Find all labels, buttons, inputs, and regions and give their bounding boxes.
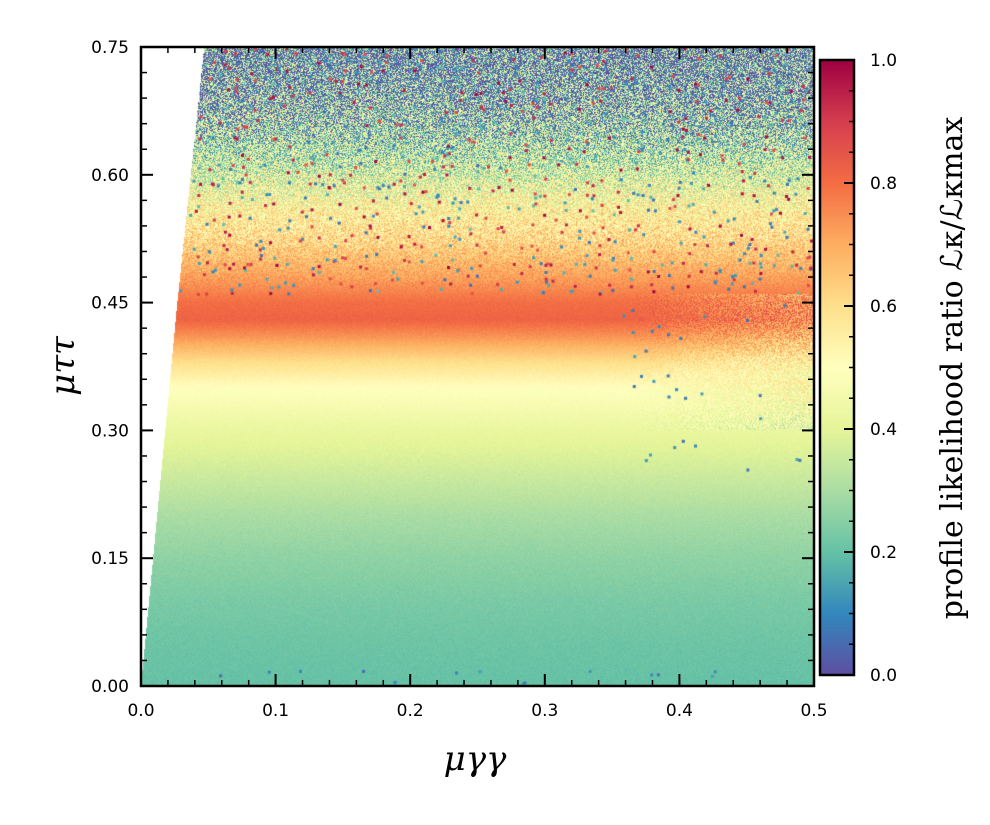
y-tick-labels: 0.00 0.15 0.30 0.45 0.60 0.75 — [91, 38, 129, 697]
colorbar-tick-label: 0.2 — [870, 543, 897, 563]
x-tick-label: 0.0 — [127, 701, 154, 721]
main-ticks — [140, 46, 815, 687]
colorbar-tick-label: 0.6 — [870, 297, 897, 317]
x-tick-label: 0.4 — [666, 701, 693, 721]
x-axis-title: μγγ — [444, 739, 507, 779]
x-tick-label: 0.5 — [800, 701, 827, 721]
y-tick-label: 0.60 — [91, 166, 129, 186]
y-tick-label: 0.45 — [91, 294, 129, 314]
colorbar-tick-label: 0.0 — [870, 666, 897, 686]
x-tick-labels: 0.0 0.1 0.2 0.3 0.4 0.5 — [127, 701, 827, 721]
x-tick-label: 0.1 — [262, 701, 289, 721]
colorbar-title: profile likelihood ratio ℒκ/ℒκmax — [935, 117, 970, 620]
y-tick-label: 0.15 — [91, 549, 129, 569]
plot-frame — [139, 45, 816, 688]
y-axis-title: μττ — [43, 335, 83, 396]
y-tick-label: 0.30 — [91, 421, 129, 441]
colorbar-ticks — [844, 59, 854, 676]
x-tick-label: 0.3 — [531, 701, 558, 721]
heatmap-scatter-canvas — [141, 47, 814, 686]
colorbar-frame — [818, 58, 856, 677]
colorbar-gradient — [820, 60, 854, 675]
colorbar-tick-labels: 0.0 0.2 0.4 0.6 0.8 1.0 — [870, 51, 897, 686]
y-tick-label: 0.75 — [91, 38, 129, 58]
x-tick-label: 0.2 — [397, 701, 424, 721]
colorbar-tick-label: 0.4 — [870, 420, 897, 440]
colorbar-tick-label: 1.0 — [870, 51, 897, 71]
y-tick-label: 0.00 — [91, 677, 129, 697]
colorbar-tick-label: 0.8 — [870, 174, 897, 194]
